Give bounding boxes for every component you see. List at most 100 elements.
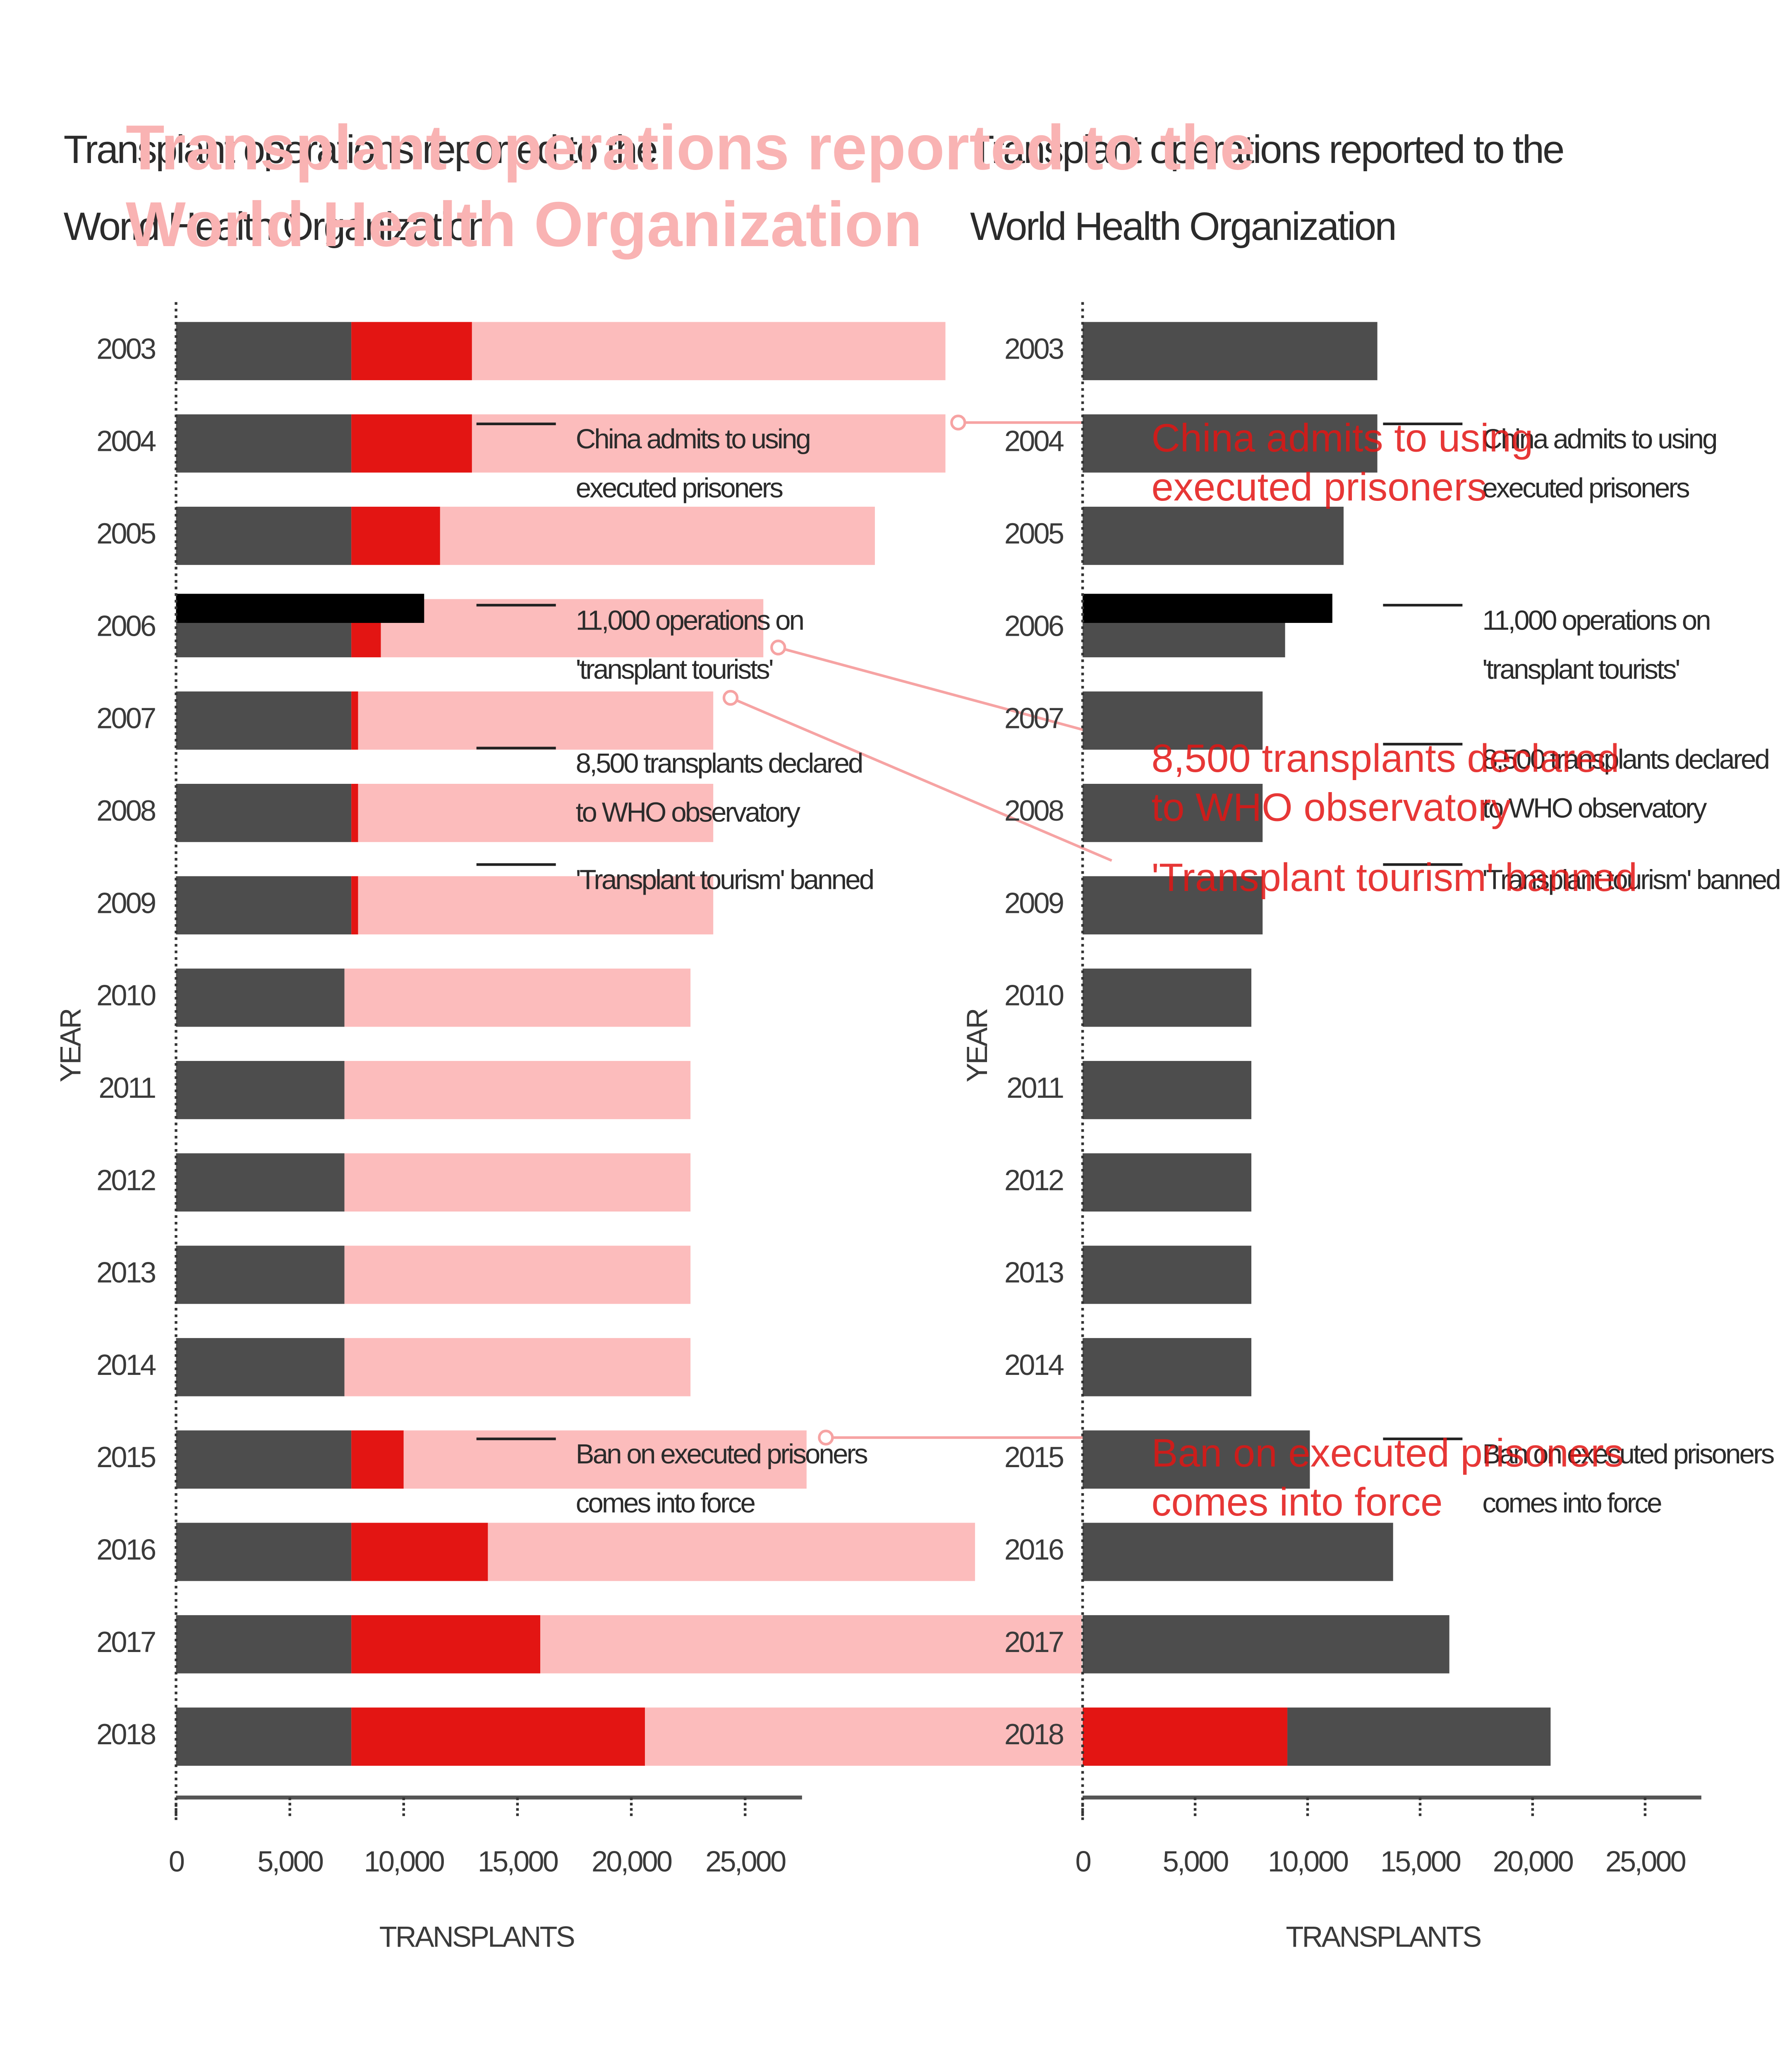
y-tick-label: 2007 <box>96 702 155 735</box>
overlay-annotation: China admits to using <box>1151 416 1533 460</box>
y-tick-label: 2017 <box>96 1626 155 1658</box>
bar-segment <box>176 691 352 750</box>
x-tick-label: 5,000 <box>1163 1845 1229 1877</box>
annotation: Ban on executed prisoners <box>576 1439 867 1470</box>
y-tick-label: 2012 <box>1004 1164 1063 1196</box>
connector-dot <box>950 414 966 431</box>
annotation: 8,500 transplants declared <box>576 748 862 779</box>
y-axis-label: YEAR <box>961 1009 993 1082</box>
annotation: China admits to using <box>1482 424 1716 455</box>
annotation: comes into force <box>1482 1487 1661 1518</box>
y-tick-label: 2015 <box>1004 1441 1064 1473</box>
y-tick-label: 2007 <box>1004 702 1063 735</box>
y-tick-label: 2011 <box>1006 1071 1063 1104</box>
y-tick-label: 2010 <box>96 979 156 1012</box>
y-tick-label: 2015 <box>96 1441 156 1473</box>
bar-segment <box>381 599 764 658</box>
bar-segment <box>351 322 472 381</box>
bar-segment <box>351 1615 540 1674</box>
bar-segment <box>1287 1707 1551 1766</box>
bar-segment <box>1083 1615 1449 1674</box>
y-tick-label: 2003 <box>96 332 156 365</box>
bar-segment <box>440 507 875 565</box>
overlay-annotation: 'Transplant tourism' banned <box>1151 855 1637 900</box>
y-tick-label: 2004 <box>1004 425 1064 457</box>
y-tick-label: 2005 <box>96 517 156 550</box>
overlay-title: Transplant operations reported to the <box>126 112 1255 183</box>
bar-segment <box>176 1153 345 1212</box>
bar-segment <box>176 1707 352 1766</box>
overlay-text: Transplant operations reported to the Wor… <box>126 112 1637 1524</box>
highlight-bar <box>1083 594 1332 623</box>
y-tick-label: 2012 <box>96 1164 155 1196</box>
bar-segment <box>344 1061 691 1119</box>
annotation: executed prisoners <box>576 472 783 503</box>
y-tick-label: 2016 <box>96 1533 156 1566</box>
chart-title: World Health Organization <box>970 204 1395 249</box>
bar-segment <box>358 876 714 935</box>
chart-title: Transplant operations reported to the <box>64 127 657 172</box>
bar-segment <box>1083 691 1263 750</box>
bar-segment <box>1083 1153 1252 1212</box>
y-tick-label: 2004 <box>96 425 156 457</box>
annotation: 'Transplant tourism' banned <box>1482 864 1780 896</box>
bar-segment <box>176 322 352 381</box>
annotation: 'transplant tourists' <box>1482 654 1679 685</box>
x-tick-label: 5,000 <box>257 1845 323 1877</box>
y-tick-label: 2009 <box>1004 886 1063 919</box>
bar-segment <box>358 784 714 842</box>
x-tick-label: 20,000 <box>592 1845 672 1877</box>
y-tick-label: 2008 <box>96 794 156 827</box>
bar-segment <box>176 876 352 935</box>
connector-dot <box>818 1429 834 1446</box>
overlay-annotation: executed prisoners <box>1151 465 1487 509</box>
x-tick-label: 0 <box>1075 1845 1090 1877</box>
bar-segment <box>344 1153 691 1212</box>
overlay-annotation: comes into force <box>1151 1480 1442 1524</box>
bar-segment <box>176 1523 352 1581</box>
bar-segment <box>1083 784 1263 842</box>
y-tick-label: 2006 <box>1004 609 1064 642</box>
x-axis-label: TRANSPLANTS <box>379 1920 574 1953</box>
bar-segment <box>645 1707 1082 1766</box>
connector-dot <box>722 690 739 706</box>
bar-segment <box>351 876 358 935</box>
x-tick-label: 25,000 <box>1605 1845 1686 1877</box>
bar-segment <box>1083 414 1378 473</box>
bar-segment <box>351 691 358 750</box>
x-tick-label: 20,000 <box>1493 1845 1573 1877</box>
bar-segment <box>176 1430 352 1489</box>
chart-title: Transplant operations reported to the <box>970 127 1563 172</box>
x-tick-label: 15,000 <box>478 1845 558 1877</box>
bar-segment <box>344 1338 691 1396</box>
y-tick-label: 2013 <box>96 1256 156 1289</box>
bar-segment <box>1083 1430 1310 1489</box>
x-tick-label: 10,000 <box>1268 1845 1348 1877</box>
bar-segment <box>403 1430 807 1489</box>
bar-segment <box>344 1245 691 1304</box>
annotation: Ban on executed prisoners <box>1482 1439 1774 1470</box>
bar-segment <box>176 968 345 1027</box>
y-tick-label: 2006 <box>96 609 156 642</box>
x-tick-label: 10,000 <box>364 1845 444 1877</box>
y-tick-label: 2003 <box>1004 332 1064 365</box>
y-tick-label: 2009 <box>96 886 155 919</box>
bar-segment <box>1083 322 1378 381</box>
bar-segment <box>351 1707 645 1766</box>
bar-segment <box>351 784 358 842</box>
bar-segment <box>344 968 691 1027</box>
overlay-annotation: 8,500 transplants declared <box>1151 736 1619 781</box>
x-tick-label: 25,000 <box>705 1845 786 1877</box>
y-axis-label: YEAR <box>54 1009 87 1082</box>
x-axis-label: TRANSPLANTS <box>1286 1920 1481 1953</box>
bar-segment <box>1083 1707 1288 1766</box>
bar-segment <box>358 691 714 750</box>
y-tick-label: 2014 <box>96 1348 156 1381</box>
bar-segment <box>351 1523 488 1581</box>
plot: 2003 2004 2005 2006 2007 2008 2009 2010 2011 2012… <box>54 127 1082 1953</box>
y-tick-label: 2013 <box>1004 1256 1064 1289</box>
y-tick-label: 2011 <box>98 1071 155 1104</box>
bar-segment <box>176 1061 345 1119</box>
bar-segment <box>1083 1061 1252 1119</box>
